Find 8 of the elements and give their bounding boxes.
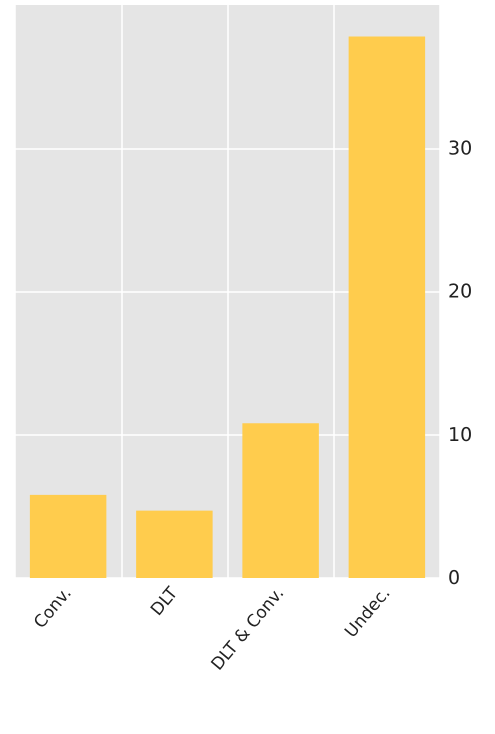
- y-tick-label: 30: [448, 137, 472, 160]
- bar: [30, 494, 106, 578]
- bar: [242, 423, 319, 578]
- y-tick-label: 20: [448, 280, 472, 302]
- y-tick-label: 0: [448, 567, 460, 589]
- y-tick-label: 10: [448, 424, 472, 446]
- bar: [136, 510, 213, 578]
- bar: [348, 36, 426, 578]
